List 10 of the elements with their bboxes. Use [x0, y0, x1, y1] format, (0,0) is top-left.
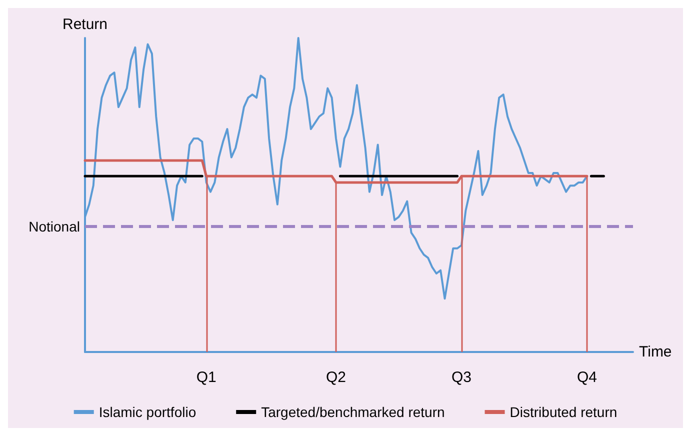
y-axis-title: Return: [62, 16, 108, 33]
x-tick-label: Q3: [451, 369, 472, 386]
legend-label: Targeted/benchmarked return: [261, 404, 445, 420]
x-axis-title: Time: [639, 344, 672, 360]
x-tick-label: Q4: [576, 369, 597, 386]
ref-line-label: Notional: [28, 218, 80, 234]
legend-label: Distributed return: [510, 404, 618, 420]
legend-label: Islamic portfolio: [98, 404, 196, 420]
x-tick-label: Q2: [326, 369, 346, 386]
x-tick-label: Q1: [196, 369, 216, 386]
